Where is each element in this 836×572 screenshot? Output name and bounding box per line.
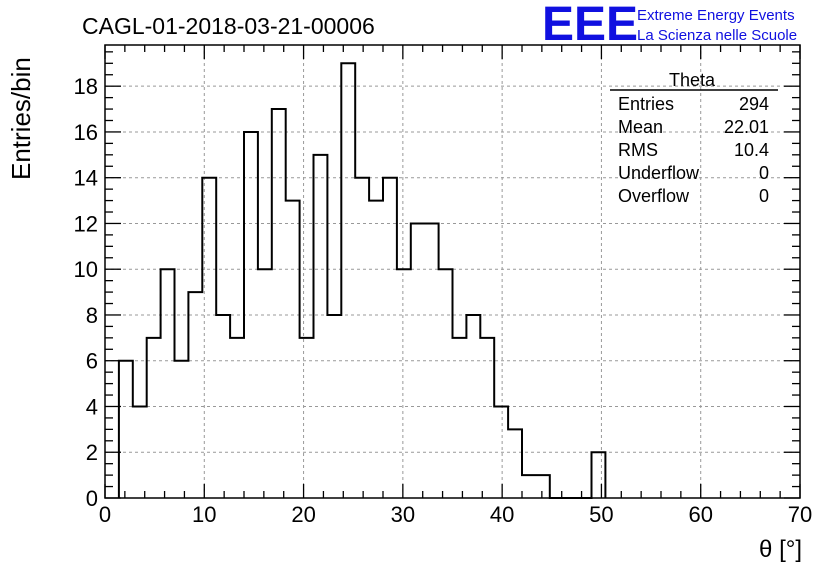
x-tick-label: 50	[589, 502, 613, 527]
histogram-bin	[327, 315, 341, 498]
histogram-bin	[341, 63, 355, 498]
histogram-bin	[161, 269, 175, 498]
y-tick-label: 0	[86, 486, 98, 511]
x-axis-label: θ [°]	[759, 536, 802, 563]
y-tick-label: 4	[86, 394, 98, 419]
histogram-bin	[314, 155, 328, 498]
y-tick-labels: 0 2 4 6 8 10 12 14 16 18	[74, 74, 98, 511]
histogram-outline	[117, 62, 607, 499]
x-tick-label: 0	[99, 502, 111, 527]
histogram-bin	[466, 315, 480, 498]
histogram-bin	[175, 361, 189, 498]
x-tick-label: 40	[490, 502, 514, 527]
histogram-bin	[119, 361, 133, 498]
y-tick-label: 2	[86, 440, 98, 465]
histogram-bin	[411, 223, 425, 498]
stats-value: 0	[759, 163, 769, 183]
stats-name: Theta	[669, 70, 716, 90]
histogram-bin	[480, 338, 494, 498]
histogram-bin	[536, 475, 550, 498]
histogram-bin	[439, 269, 453, 498]
y-tick-label: 10	[74, 257, 98, 282]
x-tick-label: 60	[688, 502, 712, 527]
x-tick-label: 10	[192, 502, 216, 527]
y-tick-label: 8	[86, 303, 98, 328]
stats-box: Theta Entries 294 Mean 22.01 RMS 10.4 Underflo…	[610, 70, 778, 206]
histogram-bin	[286, 201, 300, 498]
axis-ticks	[104, 45, 801, 499]
stats-label: Entries	[618, 94, 674, 114]
histogram-bin	[147, 338, 161, 498]
histogram-bin	[133, 406, 147, 498]
stats-value: 0	[759, 186, 769, 206]
histogram-bin	[494, 406, 508, 498]
x-tick-labels: 0 10 20 30 40 50 60 70	[99, 502, 812, 527]
y-tick-label: 6	[86, 349, 98, 374]
histogram-bin	[244, 132, 258, 498]
histogram-bin	[202, 178, 216, 498]
histogram-bin	[188, 292, 202, 498]
histogram-bin	[397, 269, 411, 498]
histogram-bin	[369, 201, 383, 498]
histogram-bin	[355, 178, 369, 498]
histogram-bin	[592, 452, 606, 498]
logo-line-1: Extreme Energy Events	[637, 7, 795, 24]
y-tick-label: 14	[74, 166, 98, 191]
histogram-bin	[216, 315, 230, 498]
chart-title: CAGL-01-2018-03-21-00006	[82, 13, 375, 39]
histogram-bin	[258, 269, 272, 498]
histogram-bin	[383, 178, 397, 498]
histogram-bin	[300, 338, 314, 498]
y-tick-label: 12	[74, 211, 98, 236]
eee-logo: EEE	[542, 0, 638, 51]
plot-frame	[104, 44, 801, 499]
histogram-bin	[453, 338, 467, 498]
histogram-bin	[272, 109, 286, 498]
histogram-bin	[522, 475, 536, 498]
stats-value: 294	[739, 94, 769, 114]
x-tick-label: 70	[788, 502, 812, 527]
stats-label: Underflow	[618, 163, 700, 183]
stats-value: 10.4	[734, 140, 769, 160]
x-tick-label: 30	[391, 502, 415, 527]
y-axis-label: Entries/bin	[6, 57, 36, 180]
stats-label: Mean	[618, 117, 663, 137]
logo-line-2: La Scienza nelle Scuole	[637, 27, 797, 44]
stats-value: 22.01	[724, 117, 769, 137]
y-tick-label: 16	[74, 120, 98, 145]
x-tick-label: 20	[291, 502, 315, 527]
stats-label: Overflow	[618, 186, 690, 206]
histogram-bin	[508, 429, 522, 498]
histogram-bin	[425, 223, 439, 498]
histogram-bin	[230, 338, 244, 498]
y-tick-label: 18	[74, 74, 98, 99]
stats-label: RMS	[618, 140, 658, 160]
